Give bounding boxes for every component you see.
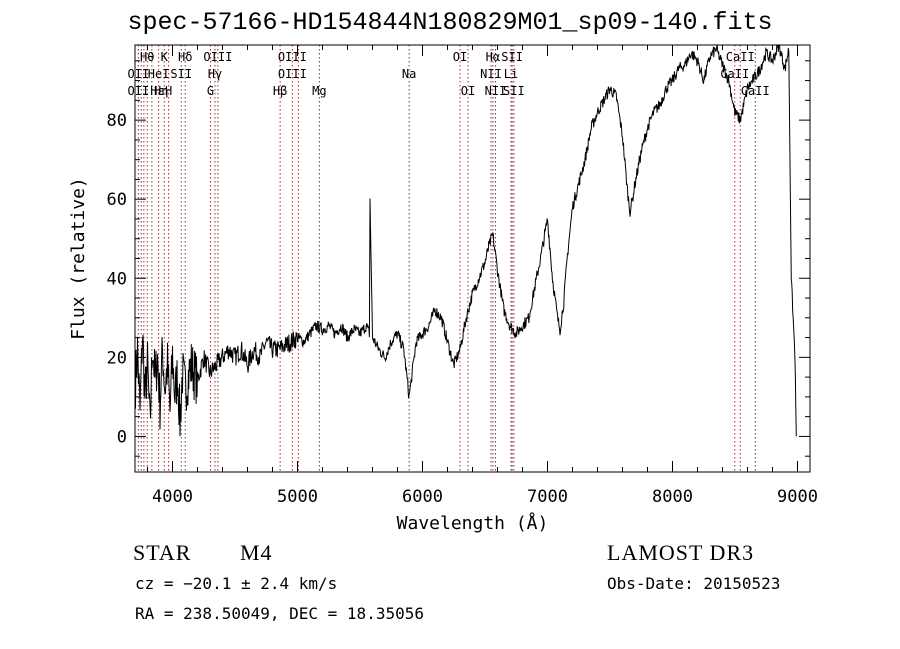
spectral-line-label: CaII: [720, 67, 749, 81]
x-tick-label: 5000: [277, 487, 318, 507]
spectral-line-label: OIII: [278, 50, 307, 64]
spectral-line-label: OI: [453, 50, 467, 64]
x-tick-label: 6000: [402, 487, 443, 507]
spectral-line-label: SII: [503, 84, 525, 98]
spectral-line-label: H: [165, 84, 172, 98]
spectral-line-markers: [137, 45, 756, 472]
spectral-line-label: Hα: [486, 50, 500, 64]
survey-name: LAMOST DR3: [607, 540, 755, 565]
spectral-line-label: CaII: [726, 50, 755, 64]
x-tick-label: 4000: [152, 487, 193, 507]
spectral-line-label: Na: [402, 67, 416, 81]
spectral-line-label: OI: [461, 84, 475, 98]
spectral-line-label: HeI: [148, 67, 170, 81]
chart-title: spec-57166-HD154844N180829M01_sp09-140.f…: [127, 8, 773, 37]
y-tick-label: 60: [107, 190, 127, 210]
x-tick-label: 8000: [652, 487, 693, 507]
spectral-line-label: OII: [128, 67, 150, 81]
spectral-line-label: OIII: [203, 50, 232, 64]
spectral-line-label: Hη: [154, 84, 168, 98]
y-tick-label: 40: [107, 269, 127, 289]
spectral-line-label: Hβ: [273, 84, 287, 98]
spectral-line-label: Hδ: [178, 50, 192, 64]
y-axis-label: Flux (relative): [68, 177, 89, 340]
spectrum-series-line: [134, 43, 797, 437]
x-tick-label: 9000: [777, 487, 818, 507]
spectral-line-label: OII: [128, 84, 150, 98]
x-axis-label: Wavelength (Å): [397, 512, 549, 534]
plot-frame: [134, 44, 811, 473]
y-axis-ticks: 0 20 40 60 80: [107, 60, 810, 457]
y-tick-label: 20: [107, 348, 127, 368]
spectral-line-label: NII: [480, 67, 502, 81]
spectral-line-label: K: [161, 50, 169, 64]
spectral-line-label: Hθ: [140, 50, 154, 64]
redshift-cz: cz = −20.1 ± 2.4 km/s: [135, 574, 338, 593]
spectral-line-label: NII: [485, 84, 507, 98]
spectral-line-label: Hε: [150, 84, 164, 98]
observation-date: Obs-Date: 20150523: [607, 574, 781, 593]
spectral-line-label: G: [207, 84, 214, 98]
y-tick-label: 80: [107, 111, 127, 131]
spectral-line-label: Hγ: [208, 67, 222, 81]
coordinates: RA = 238.50049, DEC = 18.35056: [135, 604, 424, 623]
y-tick-label: 0: [117, 427, 127, 447]
spectral-line-label: SII: [170, 67, 192, 81]
spectral-line-label: SII: [501, 50, 523, 64]
x-tick-label: 7000: [527, 487, 568, 507]
spectral-line-label: OIII: [278, 67, 307, 81]
object-subclass: M4: [240, 540, 273, 565]
spectral-line-label: Mg: [312, 84, 326, 98]
object-type: STAR: [133, 540, 192, 565]
spectral-line-label: Li: [504, 67, 518, 81]
x-axis-ticks: 4000 5000 6000 7000 8000 9000: [147, 45, 818, 507]
